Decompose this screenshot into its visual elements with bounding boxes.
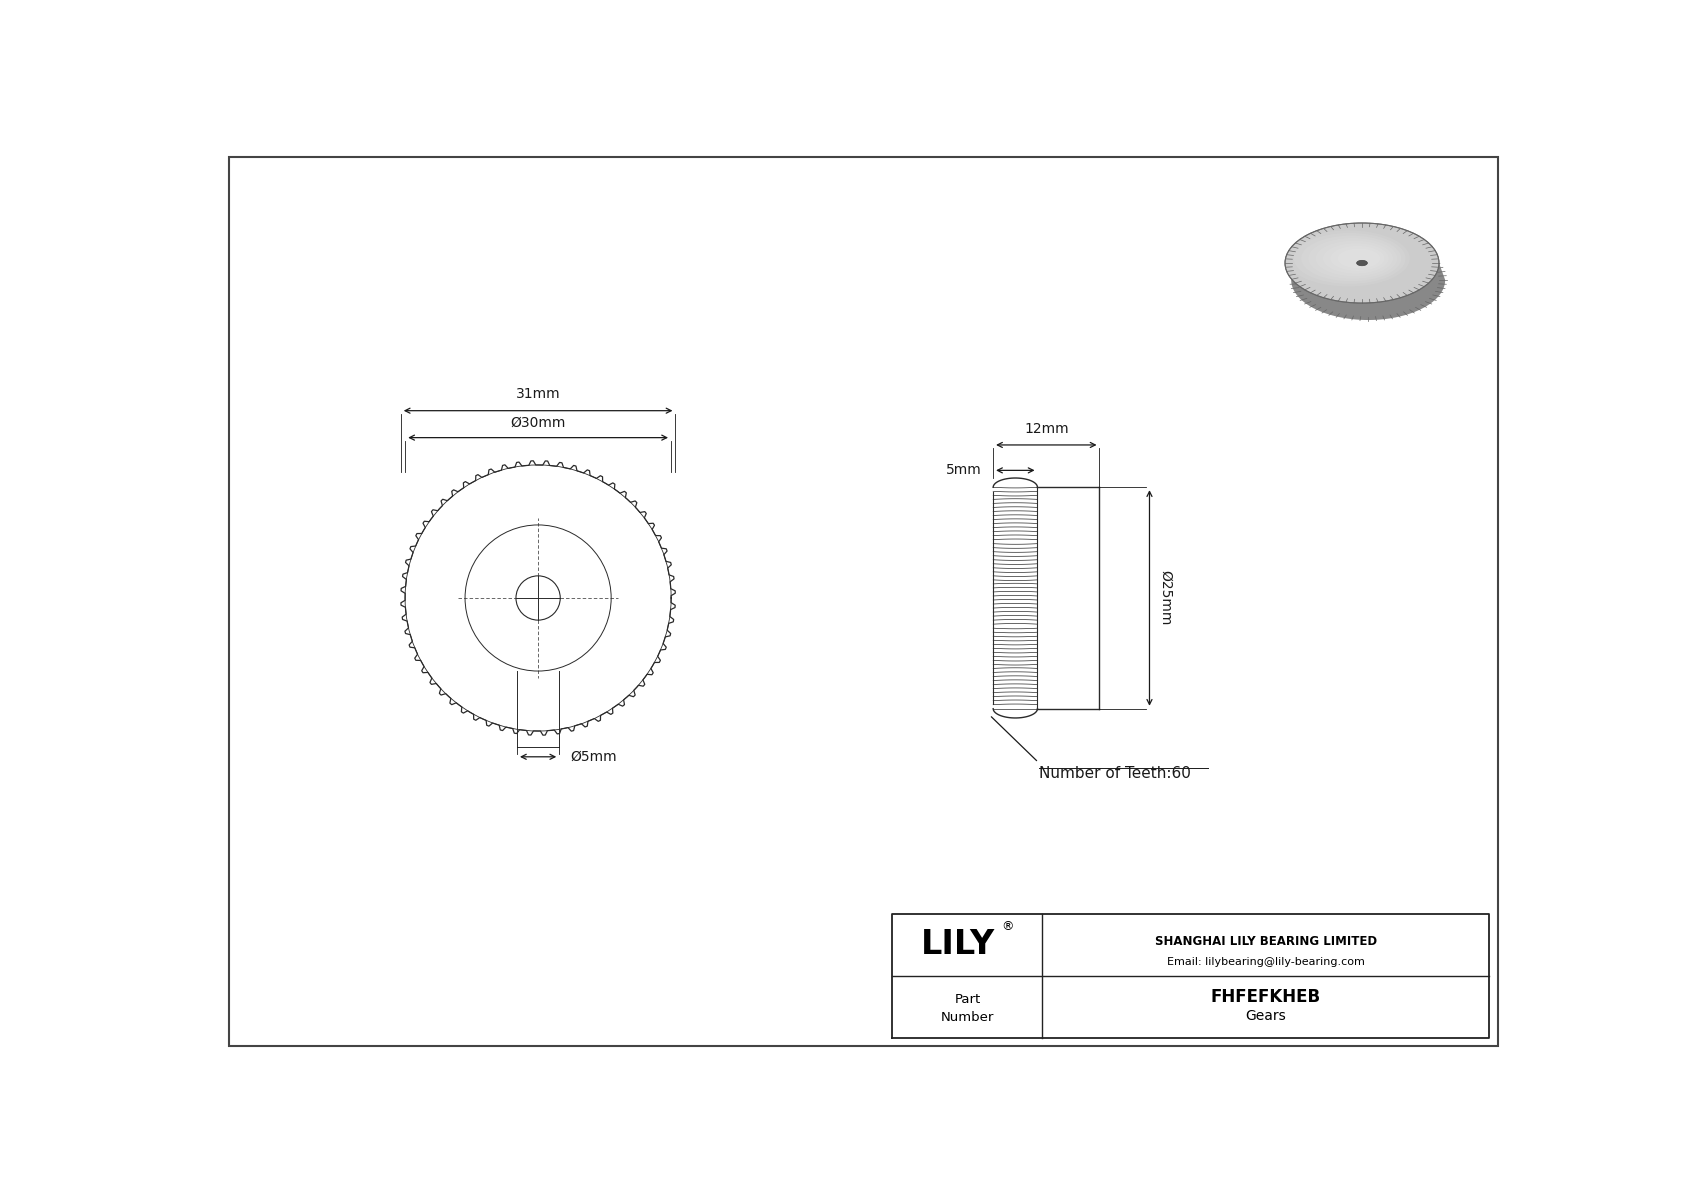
Text: 31mm: 31mm xyxy=(515,387,561,400)
Text: SHANGHAI LILY BEARING LIMITED: SHANGHAI LILY BEARING LIMITED xyxy=(1155,935,1378,948)
Text: Email: lilybearing@lily-bearing.com: Email: lilybearing@lily-bearing.com xyxy=(1167,958,1364,967)
Text: LILY: LILY xyxy=(921,928,995,961)
Ellipse shape xyxy=(1315,241,1393,276)
Polygon shape xyxy=(1285,224,1445,320)
Ellipse shape xyxy=(1308,238,1398,279)
Text: FHFEFKHEB: FHFEFKHEB xyxy=(1211,989,1320,1006)
Ellipse shape xyxy=(1302,236,1401,281)
Text: Ø30mm: Ø30mm xyxy=(510,416,566,430)
Text: 5mm: 5mm xyxy=(946,463,982,478)
Text: Number of Teeth:60: Number of Teeth:60 xyxy=(1039,767,1191,781)
Ellipse shape xyxy=(1285,223,1440,303)
Text: Gears: Gears xyxy=(1246,1010,1287,1023)
Text: Ø5mm: Ø5mm xyxy=(571,750,618,763)
Text: Part: Part xyxy=(955,993,980,1006)
Ellipse shape xyxy=(1337,249,1381,268)
Ellipse shape xyxy=(1324,243,1389,274)
Text: ®: ® xyxy=(1002,919,1014,933)
Text: Ø25mm: Ø25mm xyxy=(1159,570,1172,625)
Ellipse shape xyxy=(1330,247,1384,270)
Text: 12mm: 12mm xyxy=(1024,422,1069,436)
Ellipse shape xyxy=(1287,230,1410,287)
Ellipse shape xyxy=(1293,233,1406,283)
Ellipse shape xyxy=(1357,261,1367,266)
Text: Number: Number xyxy=(941,1011,994,1024)
